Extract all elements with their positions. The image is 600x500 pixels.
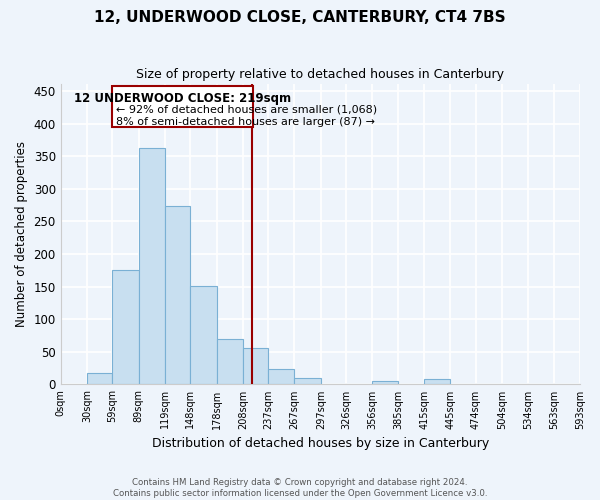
Bar [190, 286, 217, 384]
Text: 8% of semi-detached houses are larger (87) →: 8% of semi-detached houses are larger (8… [116, 117, 375, 127]
Text: ← 92% of detached houses are smaller (1,068): ← 92% of detached houses are smaller (1,… [116, 104, 377, 115]
Bar [424, 379, 451, 384]
Bar [268, 370, 295, 384]
Bar [139, 148, 165, 384]
Y-axis label: Number of detached properties: Number of detached properties [15, 142, 28, 328]
Bar [165, 206, 190, 384]
X-axis label: Distribution of detached houses by size in Canterbury: Distribution of detached houses by size … [152, 437, 489, 450]
Text: 12, UNDERWOOD CLOSE, CANTERBURY, CT4 7BS: 12, UNDERWOOD CLOSE, CANTERBURY, CT4 7BS [94, 10, 506, 25]
Bar [87, 372, 112, 384]
Bar [217, 339, 243, 384]
Text: Contains HM Land Registry data © Crown copyright and database right 2024.
Contai: Contains HM Land Registry data © Crown c… [113, 478, 487, 498]
Bar [373, 380, 398, 384]
Title: Size of property relative to detached houses in Canterbury: Size of property relative to detached ho… [136, 68, 505, 80]
Bar [112, 86, 253, 127]
Bar [243, 348, 268, 385]
Bar [295, 378, 321, 384]
Bar [112, 270, 139, 384]
Text: 12 UNDERWOOD CLOSE: 219sqm: 12 UNDERWOOD CLOSE: 219sqm [74, 92, 292, 106]
